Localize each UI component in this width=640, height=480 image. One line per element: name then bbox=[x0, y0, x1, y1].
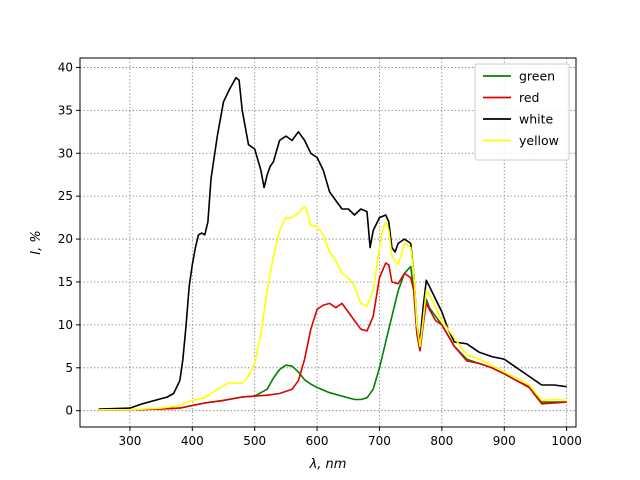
x-axis-ticks: 300 400 500 600 700 800 900 1000 bbox=[118, 427, 582, 448]
series-line-green bbox=[98, 265, 567, 411]
y-tick-label: 25 bbox=[58, 189, 73, 203]
y-axis-ticks: 0 5 10 15 20 25 30 35 40 bbox=[58, 60, 80, 418]
y-tick-label: 35 bbox=[58, 103, 73, 117]
legend-box bbox=[474, 63, 570, 161]
y-tick-label: 5 bbox=[65, 361, 73, 375]
series-line-yellow bbox=[98, 205, 567, 411]
legend-label-green: green bbox=[519, 69, 555, 84]
legend-label-yellow: yellow bbox=[519, 133, 559, 148]
x-tick-label: 1000 bbox=[551, 434, 582, 448]
x-tick-label: 600 bbox=[306, 434, 329, 448]
series-lines bbox=[98, 76, 567, 411]
x-tick-label: 900 bbox=[493, 434, 516, 448]
y-axis-label: I, % bbox=[29, 230, 44, 254]
y-tick-label: 10 bbox=[58, 318, 73, 332]
y-tick-label: 20 bbox=[58, 232, 73, 246]
y-tick-label: 30 bbox=[58, 146, 73, 160]
legend: green red white yellow bbox=[474, 63, 570, 161]
x-tick-label: 400 bbox=[181, 434, 204, 448]
series-line-white bbox=[98, 76, 567, 410]
x-tick-label: 800 bbox=[430, 434, 453, 448]
legend-label-white: white bbox=[519, 112, 554, 127]
x-axis-label: λ, nm bbox=[309, 457, 347, 472]
x-tick-label: 700 bbox=[368, 434, 391, 448]
y-tick-label: 0 bbox=[65, 404, 73, 418]
y-tick-label: 40 bbox=[58, 60, 73, 74]
plot-area-frame bbox=[79, 57, 577, 428]
series-line-red bbox=[98, 262, 567, 411]
y-tick-label: 15 bbox=[58, 275, 73, 289]
legend-label-red: red bbox=[519, 90, 540, 105]
x-tick-label: 300 bbox=[118, 434, 141, 448]
x-tick-label: 500 bbox=[243, 434, 266, 448]
